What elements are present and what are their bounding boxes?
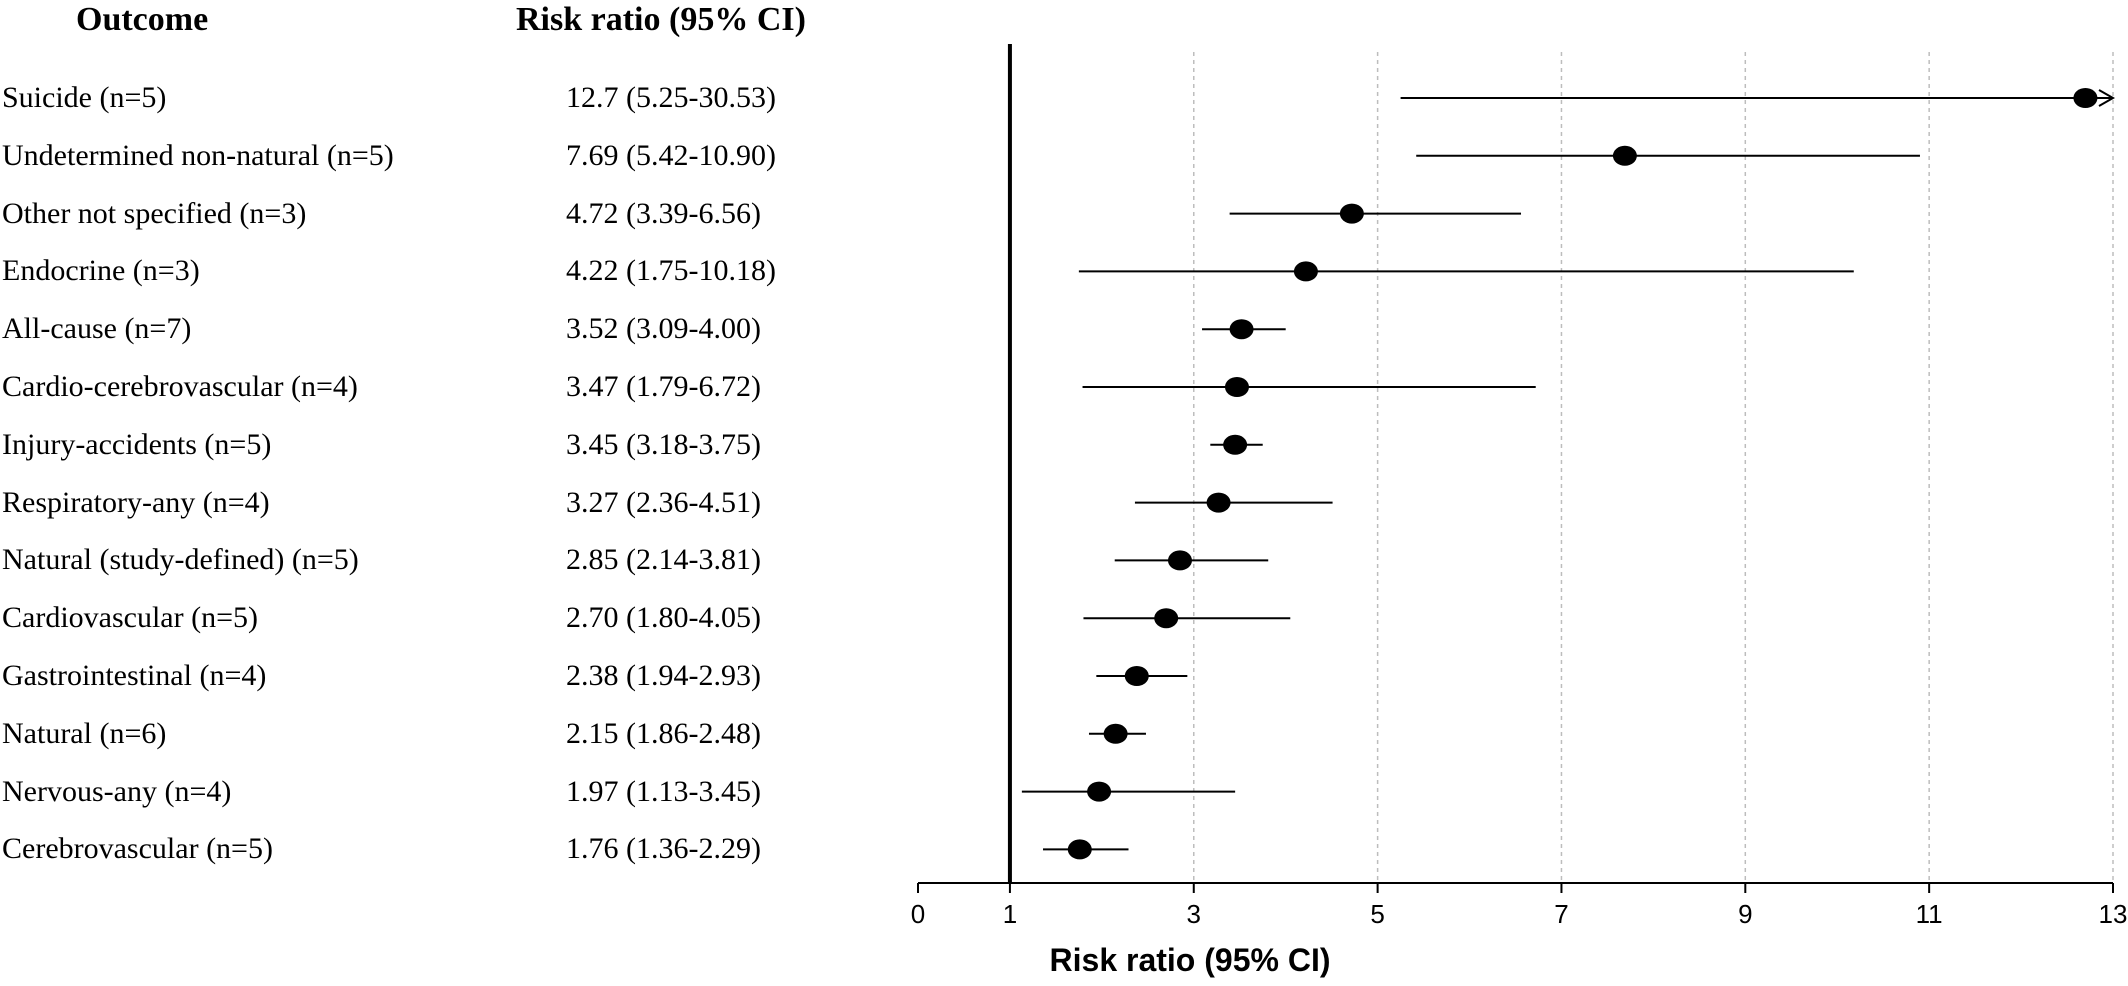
risk-ratio-value: 4.22 (1.75-10.18): [566, 254, 776, 288]
point-estimate: [1087, 781, 1112, 802]
risk-ratio-value: 1.76 (1.36-2.29): [566, 832, 761, 866]
risk-ratio-value: 3.47 (1.79-6.72): [566, 370, 761, 403]
outcome-label: Nervous-any (n=4): [2, 774, 232, 808]
outcome-label: All-cause (n=7): [2, 312, 192, 346]
risk-ratio-column-header: Risk ratio (95% CI): [516, 1, 806, 38]
risk-ratio-value: 3.27 (2.36-4.51): [566, 485, 761, 519]
x-tick-label: 3: [1187, 899, 1201, 929]
outcome-label: Natural (study-defined) (n=5): [2, 543, 359, 577]
point-estimate: [1206, 492, 1231, 513]
x-tick-label: 1: [1003, 899, 1017, 929]
point-estimate: [1167, 550, 1192, 571]
outcome-label: Natural (n=6): [2, 716, 167, 750]
outcome-label: Suicide (n=5): [2, 81, 167, 114]
risk-ratio-value: 4.72 (3.39-6.56): [566, 196, 761, 230]
x-tick-label: 5: [1370, 899, 1384, 929]
truncation-arrow: [2098, 89, 2116, 107]
outcome-label: Undetermined non-natural (n=5): [2, 138, 394, 172]
x-tick-label: 9: [1738, 899, 1752, 929]
outcome-label: Cardiovascular (n=5): [2, 601, 258, 635]
risk-ratio-value: 2.85 (2.14-3.81): [566, 543, 761, 577]
point-estimate: [1103, 723, 1128, 744]
outcome-label: Respiratory-any (n=4): [2, 485, 270, 519]
risk-ratio-value: 3.45 (3.18-3.75): [566, 427, 761, 461]
outcome-label: Cerebrovascular (n=5): [2, 832, 273, 866]
outcome-label: Cardio-cerebrovascular (n=4): [2, 370, 358, 403]
x-axis-title: Risk ratio (95% CI): [1049, 942, 1331, 978]
outcome-label: Endocrine (n=3): [2, 254, 200, 288]
x-tick-label: 0: [911, 899, 925, 929]
risk-ratio-value: 2.38 (1.94-2.93): [566, 659, 761, 692]
point-estimate: [1293, 261, 1318, 282]
point-estimate: [1223, 434, 1248, 455]
point-estimate: [1612, 145, 1637, 166]
outcome-column-header: Outcome: [76, 1, 209, 38]
risk-ratio-value: 3.52 (3.09-4.00): [566, 312, 761, 346]
point-estimate: [1224, 377, 1249, 397]
outcome-label: Injury-accidents (n=5): [2, 427, 272, 461]
point-estimate: [1124, 666, 1149, 686]
outcome-label: Gastrointestinal (n=4): [2, 659, 267, 692]
outcome-label: Other not specified (n=3): [2, 196, 307, 230]
risk-ratio-value: 12.7 (5.25-30.53): [566, 81, 776, 114]
x-tick-label: 7: [1554, 899, 1568, 929]
risk-ratio-value: 7.69 (5.42-10.90): [566, 138, 776, 172]
risk-ratio-value: 1.97 (1.13-3.45): [566, 774, 761, 808]
point-estimate: [1067, 839, 1092, 860]
x-tick-label: 13: [2099, 899, 2128, 929]
risk-ratio-value: 2.15 (1.86-2.48): [566, 716, 761, 750]
x-tick-label: 11: [1916, 899, 1943, 929]
point-estimate: [1154, 608, 1179, 629]
point-estimate: [1229, 319, 1254, 340]
point-estimate: [2073, 88, 2098, 108]
risk-ratio-value: 2.70 (1.80-4.05): [566, 601, 761, 635]
point-estimate: [1339, 203, 1364, 224]
